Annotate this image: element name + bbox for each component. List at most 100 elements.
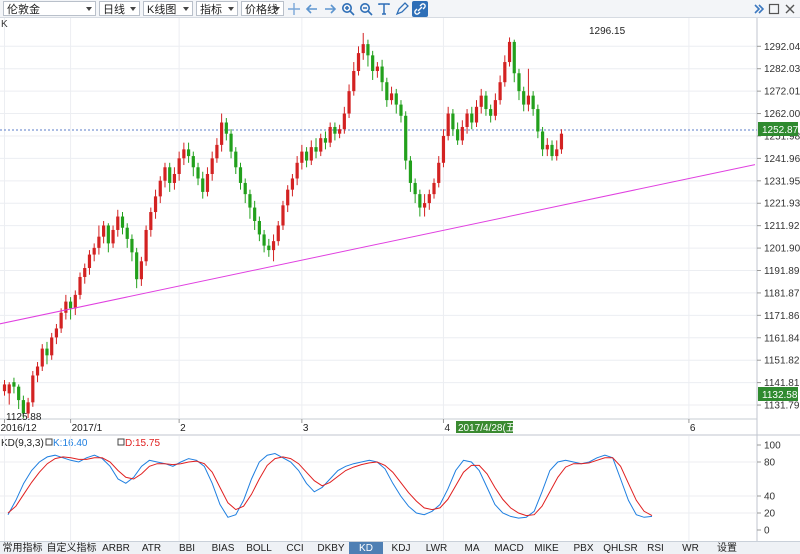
candle-body [7,384,11,394]
candle-body [323,138,328,143]
tab-bbi[interactable]: BBI [178,543,196,554]
price-tick-label: 1151.82 [764,356,800,367]
price-tick-label: 1231.95 [764,176,800,187]
candle-body [26,402,30,414]
text-tool-icon[interactable] [376,1,392,17]
price-tick-label: 1181.87 [764,288,800,299]
candle-body [394,93,398,105]
crosshair-icon[interactable] [286,1,302,17]
tab-kdj[interactable]: KDJ [391,543,411,554]
candle-body [139,261,143,280]
price-tick-label: 1161.84 [764,333,800,344]
symbol-select[interactable]: 伦敦金 [3,1,96,16]
arrow-left-icon[interactable] [304,1,320,17]
price-tick-label: 1131.79 [764,401,800,412]
period-select[interactable]: 日线 [99,1,140,16]
tab-qhlsr[interactable]: QHLSR [603,543,638,554]
low-price-label: 1125.88 [6,412,42,423]
candle-body [50,337,54,356]
tab-设置[interactable]: 设置 [717,543,737,554]
tab-ma[interactable]: MA [464,543,480,554]
indicator-grid [0,436,757,541]
candles [2,32,564,418]
candle-body [186,149,191,157]
indicator-title: KD(9,3,3) [1,438,44,449]
tab-常用指标[interactable]: 常用指标 [2,543,43,554]
candle-body [347,91,351,114]
chevron-down-icon [183,7,189,11]
candle-body [437,162,441,183]
candle-body [262,234,266,246]
candle-body [522,91,526,105]
current-price-tag [758,122,798,136]
zoom-in-icon[interactable] [340,1,356,17]
link-icon[interactable] [412,0,428,17]
pen-icon[interactable] [394,1,410,17]
tab-atr[interactable]: ATR [141,543,162,554]
candle-body [460,126,464,141]
maximize-button[interactable] [767,2,781,16]
candle-body [333,126,337,134]
candle-body [182,149,186,159]
chart-area[interactable]: K 1292.04 1282.03 1272.01 1262.00 1251.98 124… [0,18,800,541]
restore-button[interactable] [752,2,766,16]
candle-body [64,301,68,313]
candle-body [220,122,224,145]
arrow-right-icon[interactable] [322,1,338,17]
d-value-label: D:15.75 [125,438,160,449]
tab-pbx[interactable]: PBX [573,543,594,554]
candle-body [286,189,290,206]
vertical-grid [4,18,690,418]
price-tick-label: 1191.89 [764,266,800,277]
candle-body [210,158,214,174]
candle-body [399,104,403,116]
price-line-select[interactable]: 价格线 [241,1,284,16]
candle-body [375,66,379,72]
d-legend-checkbox[interactable] [117,438,125,446]
tab-arbr[interactable]: ARBR [102,543,130,554]
time-tick-label: 4 [444,423,450,434]
tab-boll[interactable]: BOLL [246,543,272,554]
candle-body [366,44,370,56]
tab-mike[interactable]: MIKE [534,543,559,554]
k-legend-checkbox[interactable] [45,438,53,446]
candle-body [21,400,25,414]
tab-lwr[interactable]: LWR [425,543,448,554]
chart-type-select[interactable]: K线图 [143,1,193,16]
candle-body [493,100,497,116]
indicator-select[interactable]: 指标 [196,1,238,16]
candle-body [17,386,21,401]
price-tick-label: 1251.98 [764,131,800,142]
candle-body [224,122,228,134]
candle-body [418,194,422,208]
tab-wr[interactable]: WR [682,543,699,554]
tab-rsi[interactable]: RSI [647,543,664,554]
candle-body [512,41,516,74]
candle-body [97,236,101,248]
zoom-out-icon[interactable] [358,1,374,17]
candle-body [503,62,507,83]
candle-body [446,113,450,136]
tab-macd[interactable]: MACD [494,543,524,554]
candle-body [342,113,346,130]
candle-body [31,375,35,403]
candle-body [106,225,110,244]
candle-body [196,167,200,179]
close-button[interactable] [783,2,797,16]
candle-body [404,115,408,161]
candle-body [215,144,219,159]
trendline[interactable] [0,164,756,325]
indicator-tick-label: 80 [764,458,776,469]
tab-kd[interactable]: KD [349,542,383,554]
candle-body [153,196,158,213]
tab-cci[interactable]: CCI [286,543,304,554]
candle-body [540,131,545,150]
chart-type-select-label: K线图 [147,3,177,16]
candle-body [484,95,488,110]
tab-bias[interactable]: BIAS [211,543,235,554]
tab-dkby[interactable]: DKBY [317,543,345,554]
candle-body [470,113,474,123]
candle-body [507,41,512,63]
tab-自定义指标[interactable]: 自定义指标 [46,543,97,554]
